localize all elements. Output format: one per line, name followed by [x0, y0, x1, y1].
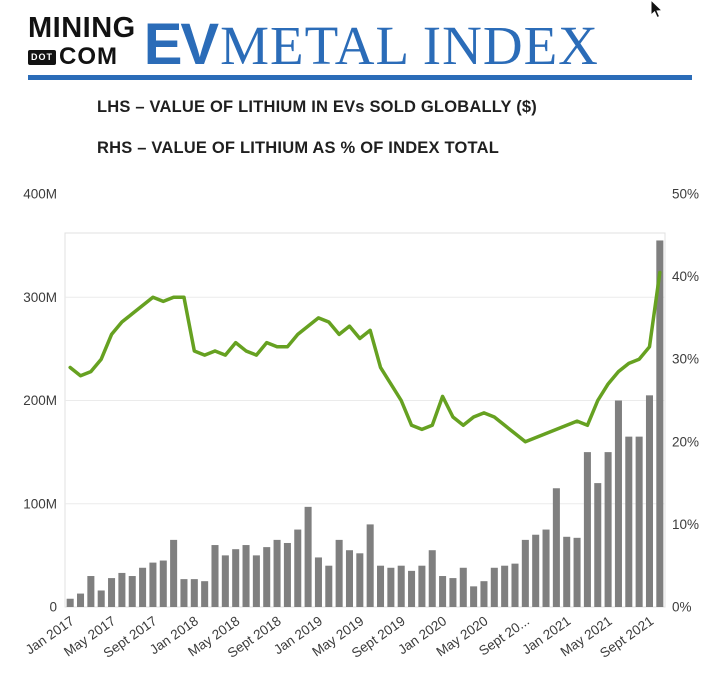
- bar: [501, 565, 509, 607]
- bar: [594, 483, 602, 607]
- bar: [211, 545, 219, 607]
- right-axis-label: 30%: [672, 352, 699, 367]
- bar: [635, 436, 643, 607]
- left-axis-label: 0: [49, 600, 57, 615]
- bar: [273, 539, 281, 607]
- bar: [294, 529, 302, 607]
- bar: [387, 567, 395, 607]
- bar: [356, 553, 364, 607]
- bar: [170, 539, 178, 607]
- bar: [583, 452, 591, 607]
- bar: [139, 567, 147, 607]
- index-title-metal-index: METAL INDEX: [220, 15, 599, 77]
- bar: [304, 506, 312, 607]
- subtitle-rhs: RHS – VALUE OF LITHIUM AS % OF INDEX TOT…: [97, 139, 499, 157]
- right-axis-label: 50%: [672, 187, 699, 202]
- right-axis-label: 40%: [672, 269, 699, 284]
- bar: [325, 565, 333, 607]
- bar: [459, 567, 467, 607]
- bar: [490, 567, 498, 607]
- bar: [428, 550, 436, 607]
- logo-dot-badge: DOT: [28, 49, 56, 65]
- bar: [66, 598, 74, 607]
- bar: [511, 563, 519, 607]
- left-axis-label: 100M: [23, 496, 57, 511]
- bar: [573, 537, 581, 607]
- bar: [614, 400, 622, 607]
- bar: [542, 529, 550, 607]
- bar: [128, 576, 136, 607]
- mining-com-logo[interactable]: MINING DOT COM: [28, 14, 136, 69]
- bar: [418, 565, 426, 607]
- bar: [180, 579, 188, 607]
- bar: [232, 549, 240, 607]
- logo-dotcom-row: DOT COM: [28, 45, 136, 69]
- bar: [345, 550, 353, 607]
- bar: [314, 557, 322, 607]
- bar: [439, 576, 447, 607]
- bar: [397, 565, 405, 607]
- bar: [242, 545, 250, 607]
- bar: [645, 395, 653, 607]
- index-title: EVMETAL INDEX: [144, 16, 599, 74]
- bar: [108, 578, 116, 607]
- mouse-cursor: [649, 0, 667, 25]
- bar: [366, 524, 374, 607]
- logo-mining-text: MINING: [28, 12, 136, 44]
- bar: [283, 542, 291, 607]
- bar: [625, 436, 633, 607]
- bar: [97, 590, 105, 607]
- bar: [377, 565, 385, 607]
- bar: [252, 555, 260, 607]
- percent-line: [68, 270, 662, 444]
- bar: [190, 579, 198, 607]
- bar: [408, 570, 416, 607]
- bar: [87, 576, 95, 607]
- bar: [563, 536, 571, 607]
- right-axis-label: 10%: [672, 517, 699, 532]
- bar: [149, 562, 157, 607]
- bar: [77, 593, 85, 607]
- bar: [221, 555, 229, 607]
- index-title-ev: EV: [143, 12, 219, 78]
- header: MINING DOT COM EVMETAL INDEX: [28, 14, 692, 80]
- bar: [480, 581, 488, 607]
- bar: [656, 240, 664, 607]
- left-axis-label: 400M: [23, 187, 57, 202]
- subtitle-lhs: LHS – VALUE OF LITHIUM IN EVs SOLD GLOBA…: [97, 98, 537, 116]
- bar: [201, 581, 209, 607]
- bar: [552, 488, 560, 607]
- bar: [604, 452, 612, 607]
- bar: [118, 572, 126, 607]
- bar: [470, 586, 478, 607]
- logo-com-text: COM: [59, 43, 118, 70]
- bar: [449, 578, 457, 607]
- bar: [263, 547, 271, 607]
- right-axis-label: 20%: [672, 434, 699, 449]
- right-axis-label: 0%: [672, 600, 692, 615]
- bar: [532, 534, 540, 607]
- left-axis-label: 200M: [23, 393, 57, 408]
- left-axis-label: 300M: [23, 290, 57, 305]
- bar: [521, 539, 529, 607]
- bar: [335, 539, 343, 607]
- bar: [159, 560, 167, 607]
